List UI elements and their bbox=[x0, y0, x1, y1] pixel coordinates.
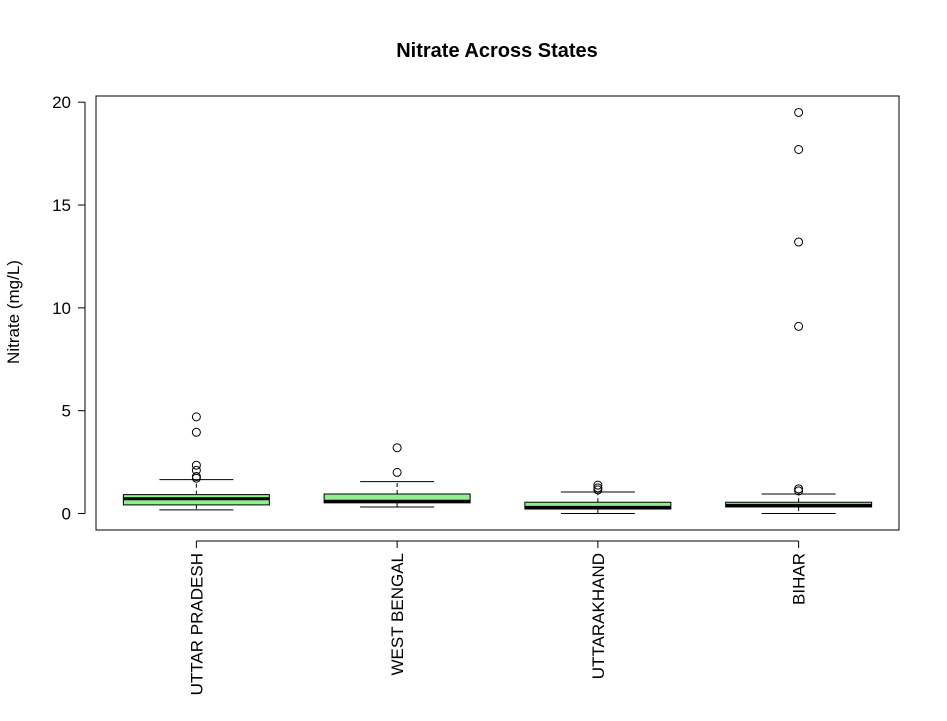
x-tick-label: WEST BENGAL bbox=[388, 553, 407, 676]
box-group bbox=[524, 480, 672, 515]
y-tick-label: 0 bbox=[62, 505, 71, 524]
y-tick-label: 5 bbox=[62, 402, 71, 421]
outlier-point bbox=[191, 427, 201, 437]
outlier-point bbox=[392, 467, 402, 477]
box-group bbox=[122, 412, 270, 511]
outlier-point bbox=[794, 107, 804, 117]
box-group bbox=[323, 443, 471, 508]
y-tick-label: 15 bbox=[52, 196, 71, 215]
y-axis-label: Nitrate (mg/L) bbox=[4, 260, 23, 364]
outlier-point bbox=[191, 472, 201, 482]
outlier-point bbox=[191, 412, 201, 422]
x-tick-label: BIHAR bbox=[790, 553, 809, 605]
y-tick-label: 10 bbox=[52, 299, 71, 318]
x-axis: UTTAR PRADESH WEST BENGAL UTTARAKHAND BIHAR bbox=[187, 540, 809, 695]
boxes-layer bbox=[122, 107, 873, 515]
outlier-point bbox=[593, 483, 603, 493]
outlier-point bbox=[191, 465, 201, 475]
outlier-point bbox=[794, 321, 804, 331]
y-axis: 0 5 10 15 20 bbox=[52, 93, 86, 524]
outlier-point bbox=[191, 460, 201, 470]
outlier-point bbox=[794, 144, 804, 154]
outlier-point bbox=[794, 237, 804, 247]
box-iqr bbox=[323, 493, 471, 504]
x-tick-label: UTTAR PRADESH bbox=[187, 553, 206, 695]
x-tick-label: UTTARAKHAND bbox=[589, 553, 608, 679]
box-iqr bbox=[524, 501, 672, 510]
box-group bbox=[725, 107, 873, 515]
plot-frame bbox=[95, 95, 900, 531]
y-tick-label: 20 bbox=[52, 93, 71, 112]
outlier-point bbox=[593, 480, 603, 490]
chart-title: Nitrate Across States bbox=[396, 40, 598, 62]
outlier-point bbox=[392, 443, 402, 453]
outlier-point bbox=[794, 484, 804, 494]
